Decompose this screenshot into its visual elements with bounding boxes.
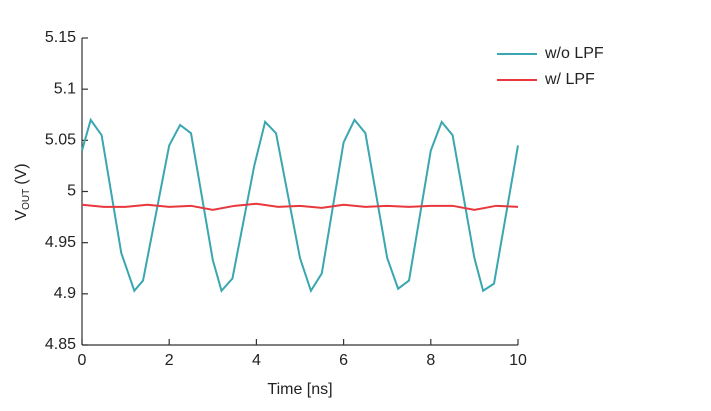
y-tick-label: 5.15 — [45, 29, 76, 46]
legend-label: w/ LPF — [544, 71, 595, 88]
y-label-subscript: OUT — [21, 189, 32, 210]
x-tick-label: 0 — [78, 352, 87, 369]
x-axis-label: Time [ns] — [267, 381, 332, 398]
x-tick-label: 2 — [165, 352, 174, 369]
y-label-main: V — [13, 210, 30, 221]
series-line — [81, 202, 519, 211]
x-tick-label: 6 — [339, 352, 348, 369]
y-axis-label: VOUT (V) — [13, 163, 31, 220]
y-label-suffix: (V) — [13, 163, 30, 184]
y-tick-label: 5 — [67, 183, 76, 200]
y-tick-label: 5.1 — [54, 80, 76, 97]
y-tick-label: 4.9 — [54, 285, 76, 302]
x-tick-label: 10 — [509, 352, 527, 369]
y-tick-label: 5.05 — [45, 132, 76, 149]
y-tick-label: 4.95 — [45, 234, 76, 251]
y-tick-label: 4.85 — [45, 336, 76, 353]
series-line — [81, 117, 519, 294]
x-tick-label: 8 — [426, 352, 435, 369]
legend-label: w/o LPF — [544, 45, 604, 62]
x-tick-label: 4 — [252, 352, 261, 369]
